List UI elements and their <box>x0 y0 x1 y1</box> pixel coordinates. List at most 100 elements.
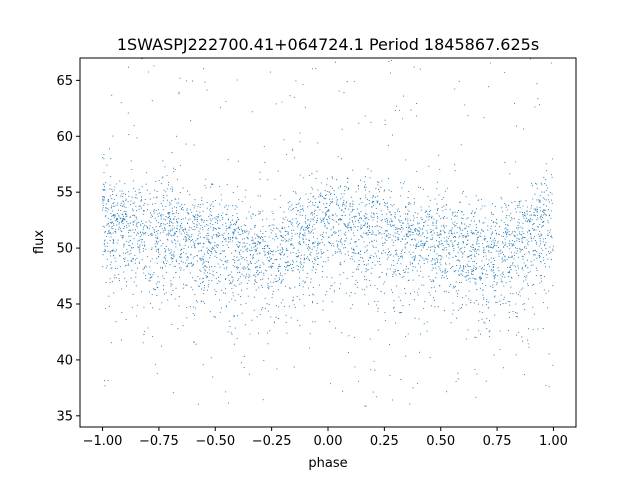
data-point <box>149 193 151 195</box>
data-point <box>469 224 471 226</box>
data-point <box>197 243 199 245</box>
data-point <box>384 220 387 222</box>
data-point <box>365 264 367 266</box>
data-point <box>243 231 246 233</box>
data-point <box>199 206 201 208</box>
data-point <box>153 212 155 214</box>
data-point <box>266 257 268 259</box>
data-point <box>431 257 434 259</box>
data-point <box>420 206 422 208</box>
data-point <box>118 214 120 216</box>
data-point <box>470 232 472 234</box>
x-tick-label: 0.50 <box>426 434 455 449</box>
data-point <box>254 250 256 252</box>
data-point <box>529 214 531 216</box>
data-point <box>460 281 462 283</box>
data-point <box>229 241 231 243</box>
data-point <box>113 217 115 219</box>
data-point <box>339 263 341 265</box>
data-point <box>368 233 370 236</box>
data-point <box>128 235 130 237</box>
data-point <box>540 215 542 217</box>
data-point <box>483 117 485 119</box>
data-point <box>549 229 552 231</box>
data-point <box>254 249 256 251</box>
data-point <box>234 299 236 301</box>
data-point <box>237 246 239 248</box>
data-point <box>171 283 173 285</box>
data-point <box>141 220 143 222</box>
data-point <box>298 222 300 225</box>
data-point <box>400 263 402 265</box>
data-point <box>103 186 106 188</box>
data-point <box>202 263 204 265</box>
data-point <box>505 227 507 229</box>
data-point <box>325 198 327 200</box>
data-point <box>517 225 519 227</box>
data-point <box>408 204 410 206</box>
data-point <box>218 185 221 188</box>
data-point <box>160 218 162 220</box>
data-point <box>109 222 111 224</box>
data-point <box>369 225 371 227</box>
data-point <box>419 259 421 262</box>
data-point <box>545 213 547 216</box>
y-tick-label: 40 <box>56 353 73 368</box>
data-point <box>340 198 342 200</box>
data-point <box>241 230 243 232</box>
data-point <box>222 224 224 226</box>
data-point <box>352 169 354 171</box>
data-point <box>227 233 230 235</box>
data-point <box>506 231 508 233</box>
data-point <box>413 197 415 200</box>
data-point <box>416 228 418 230</box>
data-point <box>457 242 460 244</box>
data-point <box>465 237 467 239</box>
data-point <box>487 229 489 231</box>
data-point <box>136 304 138 306</box>
data-point <box>375 246 377 248</box>
data-point <box>302 235 304 237</box>
data-point <box>389 224 391 226</box>
data-point <box>115 232 117 234</box>
data-point <box>534 106 536 108</box>
data-point <box>165 245 167 248</box>
data-point <box>449 252 451 254</box>
data-point <box>528 230 530 232</box>
data-point <box>414 255 417 257</box>
data-point <box>533 283 535 285</box>
data-point <box>463 267 465 269</box>
data-point <box>490 261 492 263</box>
data-point <box>173 255 175 257</box>
data-point <box>539 252 541 254</box>
data-point <box>548 290 550 292</box>
data-point <box>478 220 480 222</box>
data-point <box>180 227 182 229</box>
data-point <box>349 227 351 229</box>
data-point <box>275 275 277 277</box>
data-point <box>214 289 216 291</box>
data-point <box>420 240 422 242</box>
data-point <box>278 318 280 320</box>
data-point <box>131 168 133 171</box>
data-point <box>523 237 525 239</box>
data-point <box>193 244 196 246</box>
data-point <box>381 272 383 274</box>
data-point <box>396 228 398 230</box>
data-point <box>173 276 175 279</box>
data-point <box>207 252 209 255</box>
data-point <box>461 217 463 219</box>
data-point <box>179 225 181 227</box>
data-point <box>542 249 544 251</box>
data-point <box>431 234 433 236</box>
data-point <box>285 269 287 271</box>
data-point <box>410 225 412 227</box>
data-point <box>103 198 105 200</box>
data-point <box>385 234 387 236</box>
data-point <box>438 266 440 268</box>
data-point <box>208 238 210 240</box>
data-point <box>159 212 161 214</box>
data-point <box>460 210 462 212</box>
data-point <box>372 245 374 247</box>
data-point <box>257 332 260 334</box>
